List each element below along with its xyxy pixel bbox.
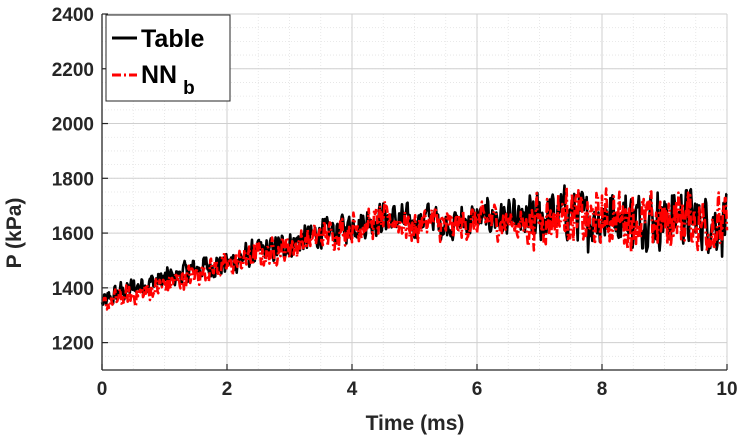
- legend-label-nnb: NN b: [141, 61, 195, 99]
- series-line-nnb: [101, 186, 729, 311]
- series-layer: [100, 184, 729, 311]
- y-tick-label: 1200: [52, 334, 94, 355]
- x-tick-label: 6: [472, 379, 483, 400]
- y-axis-label: P (kPa): [3, 198, 26, 269]
- legend: Table NN b: [105, 14, 231, 102]
- y-tick-label: 2000: [52, 115, 94, 136]
- x-tick-label: 0: [97, 379, 108, 400]
- y-tick-label: 2400: [52, 5, 94, 26]
- x-axis-label: Time (ms): [366, 412, 465, 435]
- y-tick-labels: 1200 1400 1600 1800 2000 2200 2400: [52, 5, 94, 355]
- legend-box: [105, 14, 231, 102]
- x-tick-labels: 0 2 4 6 8 10: [97, 379, 738, 400]
- x-tick-label: 2: [222, 379, 233, 400]
- x-tick-label: 8: [597, 379, 608, 400]
- x-tick-label: 4: [347, 379, 358, 400]
- legend-label-table: Table: [141, 25, 205, 53]
- x-tick-label: 10: [716, 379, 737, 400]
- y-tick-label: 2200: [52, 60, 94, 81]
- y-tick-label: 1800: [52, 169, 94, 190]
- y-tick-label: 1600: [52, 224, 94, 245]
- y-tick-label: 1400: [52, 279, 94, 300]
